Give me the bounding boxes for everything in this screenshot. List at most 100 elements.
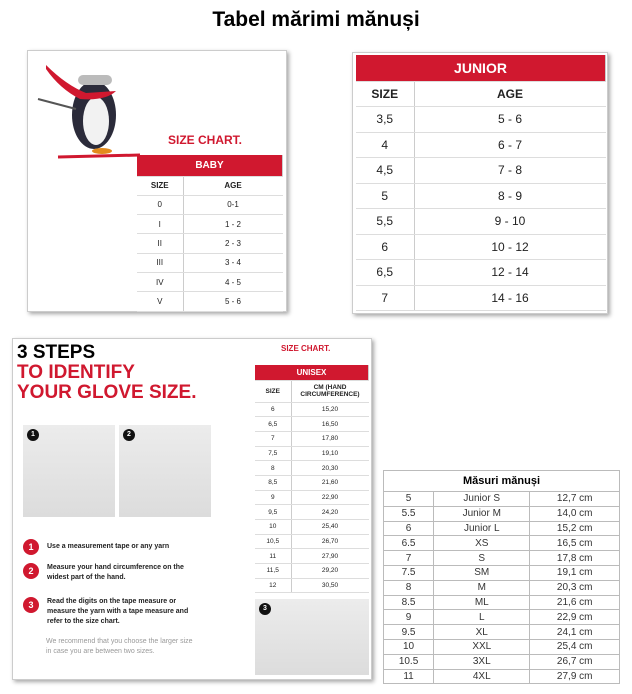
- table-cell: 19,1 cm: [529, 564, 620, 581]
- table-cell: 17,8 cm: [529, 550, 620, 566]
- table-row: 7 S 17,8 cm: [382, 550, 620, 566]
- table-row: 6,5 16,50: [255, 416, 369, 432]
- table-cell: 16,50: [291, 416, 369, 432]
- table-cell: 24,20: [291, 504, 369, 520]
- table-cell: 6 - 7: [414, 132, 606, 158]
- table-cell: 21,6 cm: [529, 594, 620, 611]
- table-cell: 8: [255, 460, 292, 476]
- table-cell: 6: [382, 520, 435, 537]
- col-age: AGE: [183, 176, 283, 196]
- page-title: Tabel mărimi mănuși: [212, 8, 420, 31]
- table-row: 5.5 Junior M 14,0 cm: [382, 505, 620, 522]
- table-cell: 5 - 6: [414, 106, 606, 133]
- table-row: 6 15,20: [255, 402, 369, 418]
- table-cell: 15,20: [291, 402, 369, 418]
- table-cell: 21,60: [291, 475, 369, 491]
- table-cell: 5,5: [356, 208, 415, 235]
- table-cell: M: [433, 579, 531, 596]
- table-row: 5 Junior S 12,7 cm: [382, 491, 620, 507]
- table-cell: 5: [356, 183, 415, 209]
- table-row: 10.5 3XL 26,7 cm: [382, 653, 620, 670]
- table-cell: 0-1: [183, 195, 283, 216]
- table-cell: 10 - 12: [414, 234, 606, 260]
- table-row: 6 10 - 12: [356, 234, 606, 260]
- table-row: 4,5 7 - 8: [356, 157, 606, 184]
- table-cell: XXL: [433, 638, 531, 655]
- step-3: 3 Read the digits on the tape measure or …: [23, 597, 197, 627]
- table-row: III 3 - 4: [137, 253, 283, 273]
- table-row: 12 30,50: [255, 578, 369, 594]
- table-cell: IV: [137, 272, 184, 293]
- table-cell: S: [433, 550, 531, 566]
- table-row: 6,5 12 - 14: [356, 259, 606, 286]
- table-cell: 8,5: [255, 475, 292, 491]
- table-cell: 22,90: [291, 490, 369, 506]
- table-cell: 6: [356, 234, 415, 260]
- table-cell: 7: [255, 431, 292, 447]
- col-size: SIZE: [137, 176, 184, 196]
- table-cell: 8: [382, 579, 435, 596]
- table-row: 11,5 29,20: [255, 563, 369, 579]
- table-cell: 5 - 6: [183, 291, 283, 312]
- table-cell: 8.5: [382, 594, 435, 611]
- unisex-table: UNISEX SIZE CM (HAND CIRCUMFERENCE) 6 15,2…: [255, 365, 369, 594]
- table-cell: XS: [433, 535, 531, 552]
- table-cell: 17,80: [291, 431, 369, 447]
- table-row: 7 17,80: [255, 431, 369, 447]
- table-row: 10 25,40: [255, 519, 369, 535]
- col-age: AGE: [414, 81, 606, 107]
- table-cell: 24,1 cm: [529, 624, 620, 640]
- table-row: 7 14 - 16: [356, 285, 606, 311]
- table-cell: 16,5 cm: [529, 535, 620, 552]
- table-cell: 26,70: [291, 534, 369, 550]
- heading-line-1: 3 STEPS: [17, 342, 96, 363]
- glove-size-steps: 3 STEPS TO IDENTIFY YOUR GLOVE SIZE. 1 2…: [12, 338, 372, 680]
- table-cell: 19,10: [291, 446, 369, 462]
- table-cell: 4 - 5: [183, 272, 283, 293]
- step-1: 1 Use a measurement tape or any yarn: [23, 539, 197, 555]
- table-cell: 9: [382, 609, 435, 626]
- table-row: 8 20,30: [255, 460, 369, 476]
- table-cell: 27,90: [291, 548, 369, 565]
- baby-header: BABY: [137, 155, 283, 177]
- table-cell: 5: [382, 491, 435, 507]
- table-cell: 25,40: [291, 519, 369, 535]
- table-cell: 30,50: [291, 578, 369, 594]
- table-cell: 10.5: [382, 653, 435, 670]
- table-cell: 0: [137, 195, 184, 216]
- table-cell: 2 - 3: [183, 233, 283, 254]
- table-cell: SM: [433, 564, 531, 581]
- table-cell: 3XL: [433, 653, 531, 670]
- table-cell: 10,5: [255, 534, 292, 550]
- table-cell: 12: [255, 578, 292, 594]
- table-cell: 22,9 cm: [529, 609, 620, 626]
- table-cell: 12 - 14: [414, 259, 606, 286]
- table-cell: 3 - 4: [183, 253, 283, 273]
- table-cell: 11,5: [255, 563, 292, 579]
- penguin-skier-illustration: [37, 65, 141, 159]
- table-cell: 20,3 cm: [529, 579, 620, 596]
- table-cell: 10: [382, 638, 435, 655]
- table-cell: 14 - 16: [414, 285, 606, 311]
- table-cell: 10: [255, 519, 292, 535]
- table-cell: 11: [255, 548, 292, 565]
- masuri-header: Măsuri mănuși: [383, 470, 620, 492]
- table-row: 5,5 9 - 10: [356, 208, 606, 235]
- table-cell: 4,5: [356, 157, 415, 184]
- junior-header: JUNIOR: [356, 55, 606, 82]
- table-cell: 7: [382, 550, 435, 566]
- table-cell: 3,5: [356, 106, 415, 133]
- table-row: 0 0-1: [137, 195, 283, 216]
- recommendation-note: We recommend that you choose the larger …: [46, 638, 193, 655]
- table-cell: 12,7 cm: [529, 491, 620, 507]
- size-chart-label: SIZE CHART.: [281, 344, 331, 353]
- table-row: 10 XXL 25,4 cm: [382, 638, 620, 655]
- step-2: 2 Measure your hand circumference on the …: [23, 563, 197, 583]
- table-row: 7.5 SM 19,1 cm: [382, 564, 620, 581]
- table-cell: 7,5: [255, 446, 292, 462]
- table-cell: 11: [382, 668, 435, 685]
- table-cell: III: [137, 253, 184, 273]
- table-cell: 7.5: [382, 564, 435, 581]
